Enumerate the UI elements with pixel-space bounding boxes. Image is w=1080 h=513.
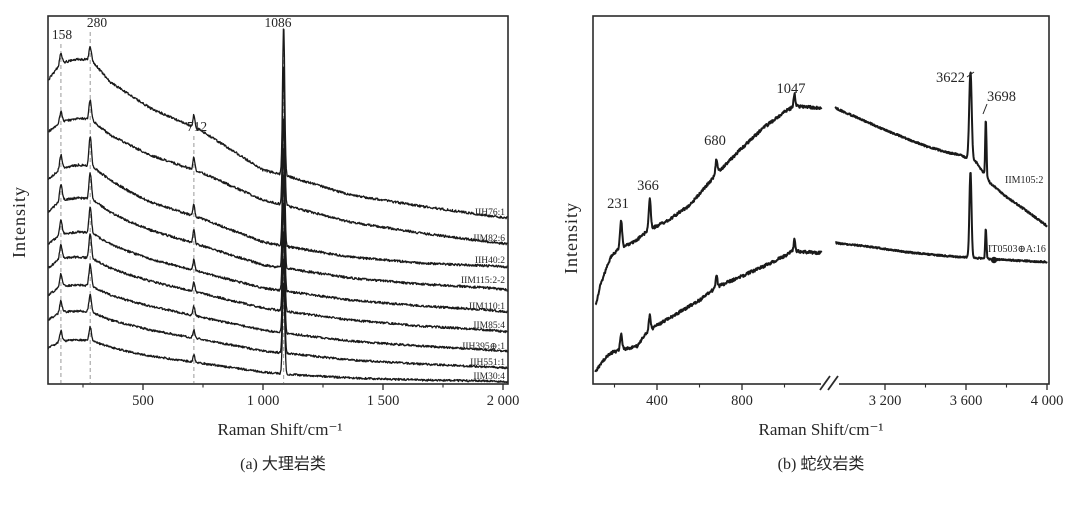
plot-border	[47, 15, 509, 385]
curve-label: IIM82:6	[473, 234, 505, 244]
x-tick-label: 500	[132, 393, 154, 409]
curve-label: IIM30:4	[473, 372, 505, 382]
panel-b-xlabel: Raman Shift/cm⁻¹	[758, 420, 884, 439]
spectrum-curve	[47, 231, 509, 353]
curve-label: IIM110:1	[469, 302, 505, 312]
panel-a-plot: IIH76:1 IIM82:6 IIH40:2 IIM115:2-2 IIM110:1 I…	[47, 15, 520, 409]
spectrum-curve	[47, 202, 508, 334]
x-tick-label: 1 000	[247, 393, 280, 409]
x-tick-label: 800	[731, 393, 753, 409]
peak-label: 712	[187, 119, 207, 134]
x-tick-label: 1 500	[367, 393, 400, 409]
peak-label: 3622	[936, 70, 965, 86]
peak-label: 231	[607, 196, 629, 212]
spectrum-curve	[594, 92, 823, 306]
spectrum-curve	[594, 237, 823, 373]
curve-label: IIM105:2	[1005, 175, 1043, 186]
axis-break-slash	[819, 375, 831, 391]
spectrum-curve	[47, 118, 508, 269]
curve-marker-dot	[990, 256, 998, 264]
curve-label: IIH395⊕:1	[462, 342, 505, 352]
x-tick-label: 3 200	[869, 393, 902, 409]
spectrum-curve	[47, 282, 509, 384]
spectrum-curve	[834, 172, 1048, 264]
panel-b-caption: (b) 蛇纹岩类	[777, 456, 865, 473]
spectrum-curve	[47, 148, 509, 292]
curve-label: IIH76:1	[475, 208, 505, 218]
axis-break-slash	[827, 375, 839, 391]
spectrum-curve	[47, 258, 508, 370]
peak-leader-line	[982, 103, 988, 115]
x-tick-label: 4 000	[1031, 393, 1064, 409]
panel-b-ylabel: Intensity	[561, 202, 581, 274]
panel-b-plot: IIM105:2 IT0503⊕A:16 400 800 3 200 3 600 4 000…	[592, 15, 1064, 409]
peak-label: 680	[704, 133, 726, 149]
plot-border	[592, 15, 1050, 385]
peak-label: 3698	[987, 89, 1016, 105]
peak-label: 366	[637, 178, 659, 194]
peak-label: 1086	[265, 15, 292, 30]
curve-label: IIH551:1	[470, 358, 505, 368]
x-tick-label: 400	[646, 393, 668, 409]
peak-label: 280	[87, 15, 108, 30]
spectrum-curve	[47, 174, 509, 314]
panel-a-caption: (a) 大理岩类	[240, 456, 326, 473]
axis-break-gap	[821, 382, 839, 387]
x-tick-label: 3 600	[950, 393, 983, 409]
curve-label: IIM115:2-2	[461, 276, 505, 286]
curve-label: IT0503⊕A:16	[988, 244, 1046, 255]
curve-label: IIM85:4	[473, 321, 505, 331]
peak-leader-line	[966, 71, 975, 78]
spectrum-curve	[47, 28, 509, 220]
panel-a-xlabel: Raman Shift/cm⁻¹	[217, 420, 343, 439]
panel-a-ylabel: Intensity	[9, 186, 29, 258]
peak-label: 158	[52, 27, 73, 42]
curve-label: IIH40:2	[475, 256, 505, 266]
x-tick-label: 2 000	[487, 393, 520, 409]
spectrum-curve	[834, 71, 1048, 228]
spectrum-curve	[47, 66, 509, 246]
peak-label: 1047	[777, 81, 806, 97]
